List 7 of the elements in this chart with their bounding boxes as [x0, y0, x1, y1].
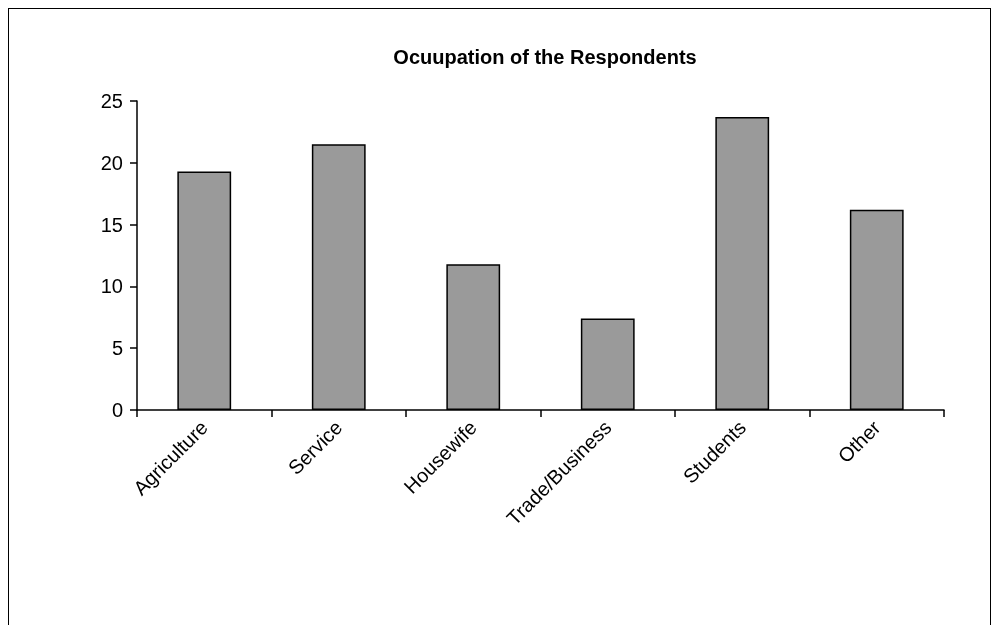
y-tick-label: 10: [100, 275, 123, 298]
y-tick-label: 15: [100, 213, 123, 236]
y-tick-label: 0: [111, 399, 123, 421]
chart-title: Ocuupation of the Respondents: [393, 46, 697, 68]
y-tick-label: 20: [100, 151, 123, 174]
y-tick-label: 25: [100, 90, 123, 112]
y-tick-label: 5: [111, 337, 123, 360]
